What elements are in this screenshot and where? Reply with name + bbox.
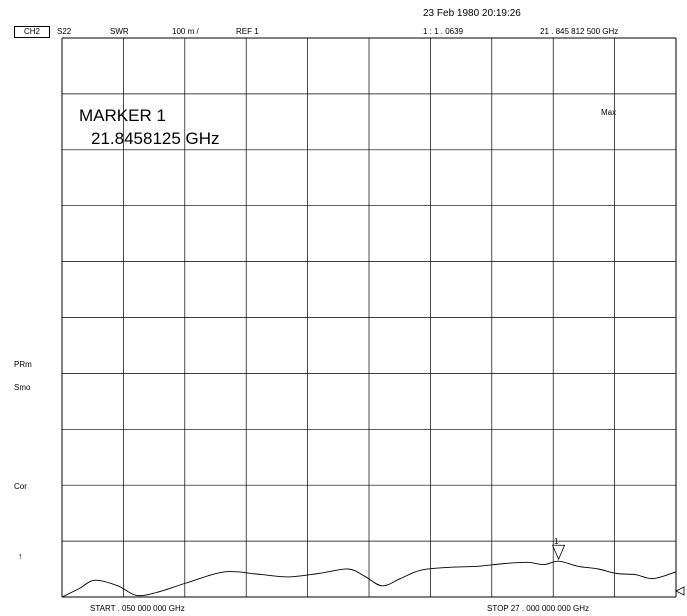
max-label: Max [601, 108, 617, 117]
start-frequency: START . 050 000 000 GHz [90, 604, 185, 613]
marker-triangle-icon [551, 544, 566, 561]
scale-label: 100 m / [172, 27, 199, 36]
reference-label: REF 1 [236, 27, 259, 36]
format-label: SWR [110, 27, 129, 36]
reference-pointer-icon [675, 586, 685, 596]
trace-line [61, 560, 677, 598]
parameter-label: S22 [57, 27, 72, 36]
smo-label: Smo [14, 383, 31, 392]
marker-title: MARKER 1 [79, 106, 166, 125]
cor-label: Cor [14, 482, 27, 491]
marker-frequency: 21.8458125 GHz [91, 129, 220, 148]
prm-label: PRm [14, 360, 32, 369]
reference-arrow-icon: ↑ [18, 551, 23, 561]
marker-readout-value: 1 : 1 . 0639 [423, 27, 464, 36]
marker-readout-frequency: 21 . 845 812 500 GHz [540, 27, 619, 36]
timestamp: 23 Feb 1980 20:19:26 [423, 8, 521, 19]
grid [61, 37, 677, 598]
channel-indicator: CH2 [14, 26, 50, 38]
marker-number: 1 [554, 537, 559, 546]
stop-frequency: STOP 27 . 000 000 000 GHz [487, 604, 589, 613]
